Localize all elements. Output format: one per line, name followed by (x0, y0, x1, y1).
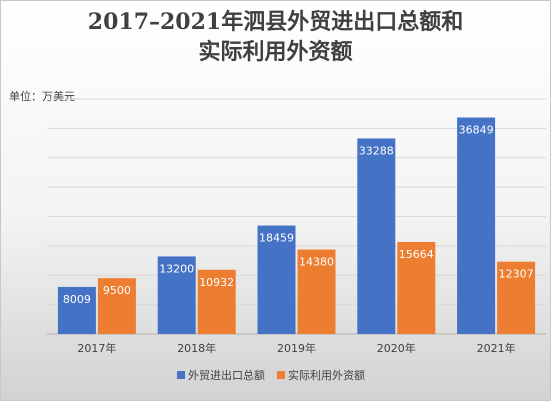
data-label: 36849 (459, 124, 494, 137)
legend-swatch (177, 371, 185, 379)
bar-trade-2 (157, 256, 196, 334)
bar-fdi-1 (97, 278, 136, 334)
bar-trade-4 (357, 138, 396, 334)
bar-fdi-4 (397, 241, 436, 334)
data-label: 10932 (199, 276, 234, 289)
legend-item: 实际利用外资额 (277, 368, 365, 382)
legend-item: 外贸进出口总额 (177, 368, 265, 382)
unit-label: 单位：万美元 (9, 90, 75, 103)
bar-fdi-2 (197, 269, 236, 334)
data-label: 18459 (259, 232, 294, 245)
data-label: 8009 (63, 293, 91, 306)
bars: 8009 9500 13200 10932 18459 14380 33288 15664 36… (57, 117, 536, 335)
chart-title-line2: 实际利用外资额 (198, 39, 353, 65)
x-tick-label: 2019年 (277, 341, 316, 355)
data-label: 12307 (499, 268, 534, 281)
x-axis-labels: 2017年 2018年 2019年 2020年 2021年 (77, 341, 515, 355)
x-tick-label: 2021年 (477, 341, 516, 355)
bar-fdi-5 (497, 261, 536, 334)
bar-trade-1 (57, 286, 96, 334)
data-label: 14380 (299, 256, 334, 269)
x-tick-label: 2020年 (377, 341, 416, 355)
data-label: 33288 (359, 144, 394, 157)
data-label: 15664 (399, 248, 434, 261)
legend-label: 外贸进出口总额 (188, 368, 265, 382)
bar-fdi-3 (297, 249, 336, 334)
x-tick-label: 2017年 (77, 341, 116, 355)
legend-swatch (277, 371, 285, 379)
legend-label: 实际利用外资额 (288, 368, 365, 382)
bar-trade-3 (257, 225, 296, 334)
x-tick-label: 2018年 (177, 341, 216, 355)
data-label: 9500 (103, 284, 131, 297)
data-label: 13200 (159, 262, 194, 275)
legend: 外贸进出口总额 实际利用外资额 (177, 368, 365, 382)
bar-trade-5 (457, 117, 496, 335)
chart-title-line1: 2017–2021年泗县外贸进出口总额和 (87, 9, 464, 35)
